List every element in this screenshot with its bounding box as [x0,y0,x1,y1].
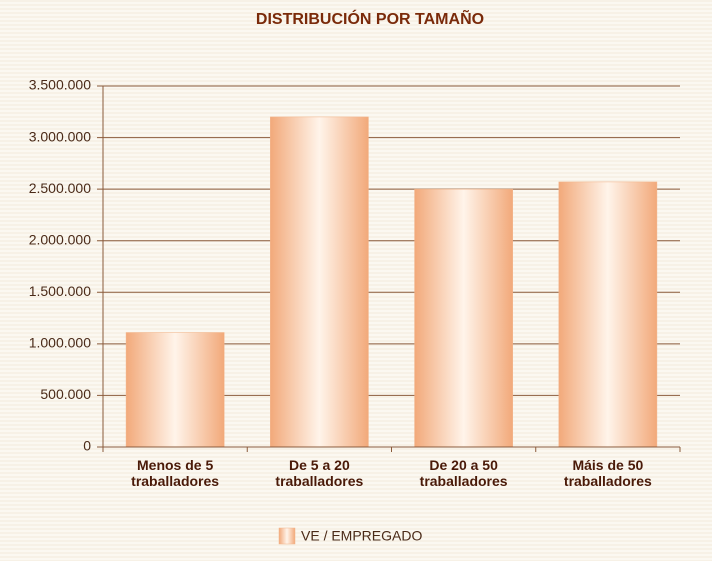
y-tick-label: 1.500.000 [29,283,91,299]
bar [558,181,658,448]
x-tick-label: Máis de 50 traballadores [563,457,652,489]
bar [270,116,369,448]
y-tick-label: 3.000.000 [29,128,91,144]
y-tick-label: 2.000.000 [29,231,91,247]
y-tick-label: 500.000 [40,386,91,402]
chart-title: DISTRIBUCIÓN POR TAMAÑO [256,8,484,28]
x-tick-label: Menos de 5 traballadores [131,457,220,489]
y-tick-label: 2.500.000 [29,180,91,196]
y-tick-label: 3.500.000 [29,77,91,93]
x-tick-label: De 20 a 50 traballadores [419,457,508,489]
legend-label: VE / EMPREGADO [301,528,422,544]
x-tick-label: De 5 a 20 traballadores [275,457,364,489]
y-tick-label: 0 [83,438,91,454]
legend-swatch [278,527,296,545]
bar [414,188,513,448]
y-tick-label: 1.000.000 [29,335,91,351]
bar [125,332,225,448]
